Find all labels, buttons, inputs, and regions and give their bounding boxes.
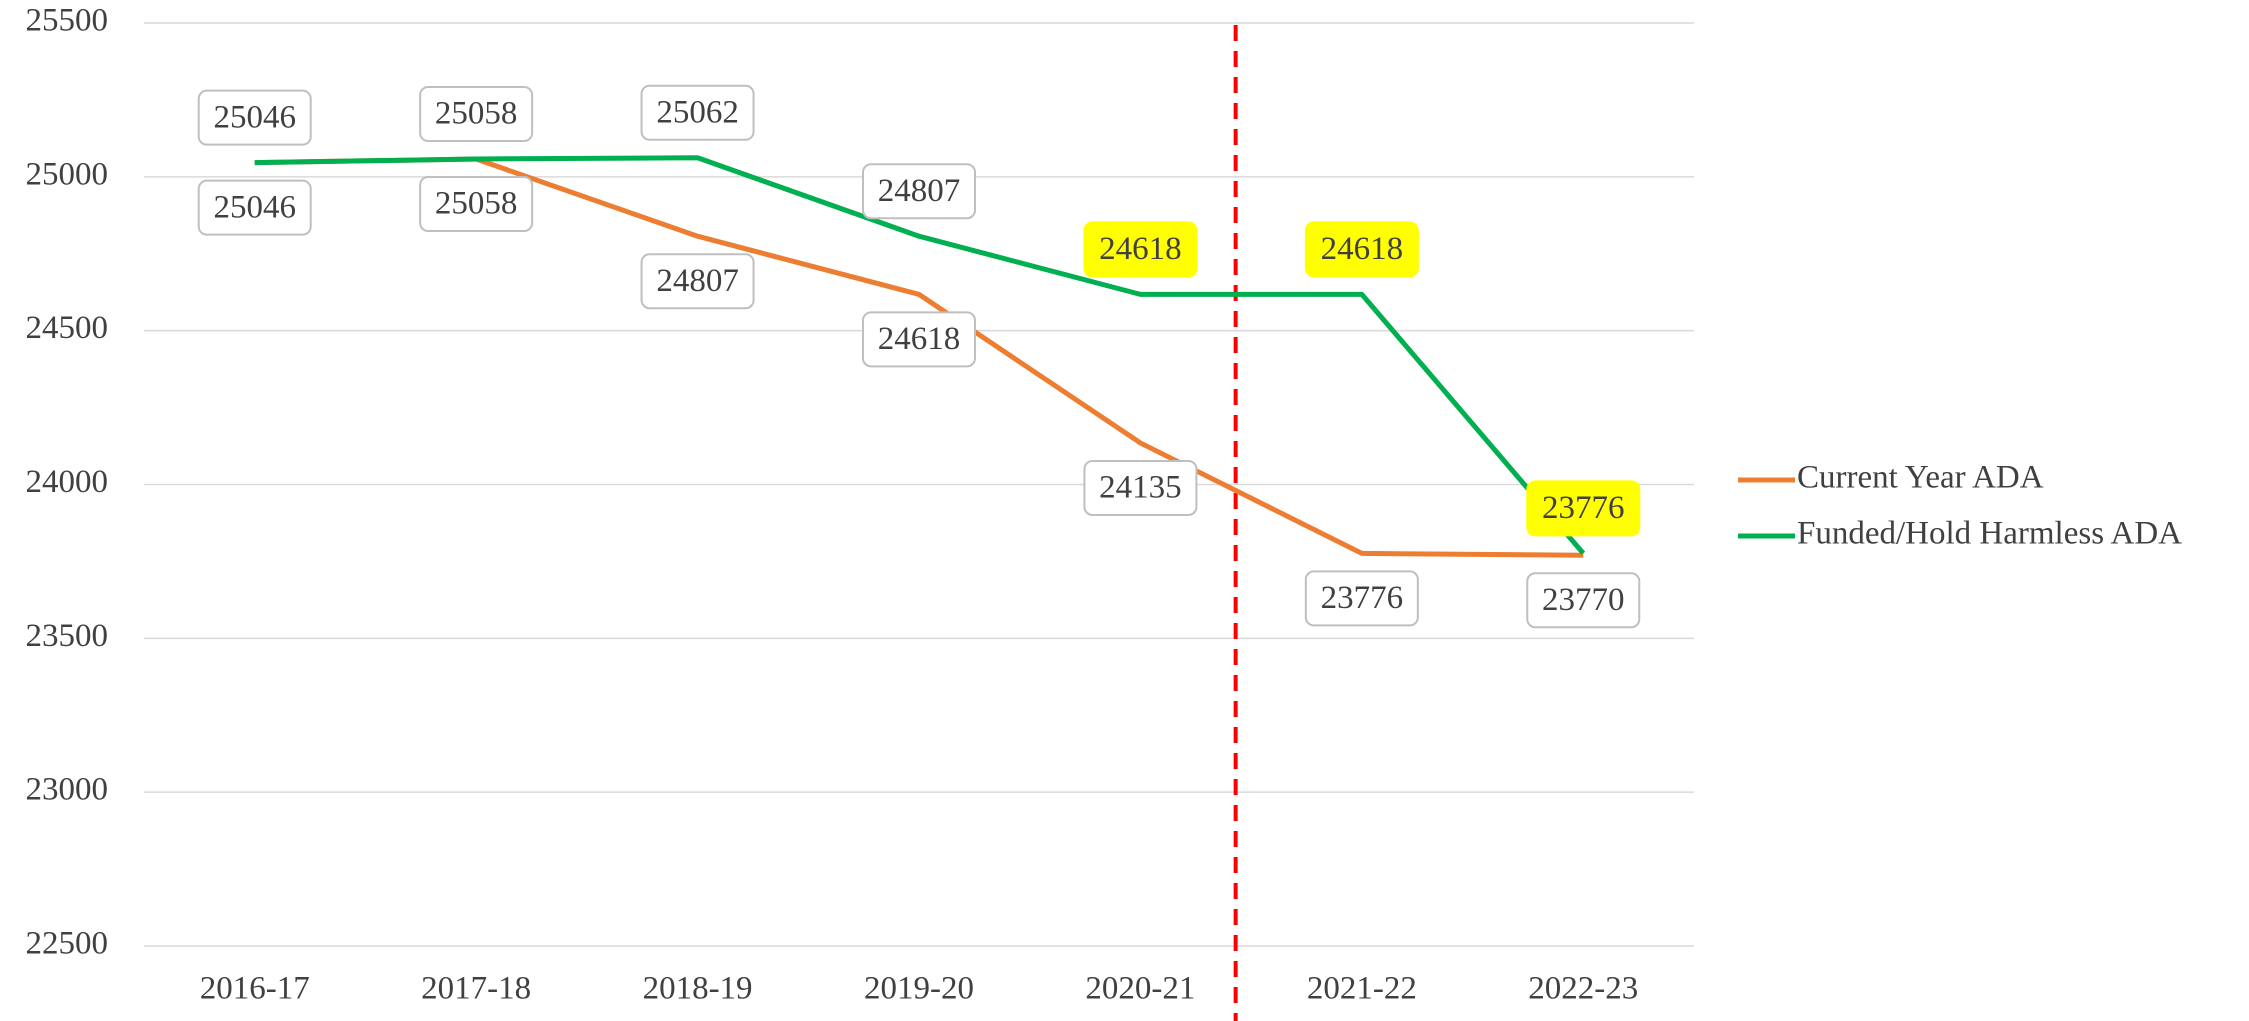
data-label-box [1083, 221, 1198, 278]
data-label-box [197, 89, 312, 146]
series-line [254, 155, 1586, 556]
data-label-box [1083, 459, 1198, 516]
data-label-box [197, 179, 312, 236]
y-tick-label: 22500 [26, 926, 109, 962]
data-label: 24807 [878, 173, 961, 209]
data-label-box [862, 163, 976, 220]
data-label: 24135 [1099, 470, 1182, 506]
x-tick-label: 2018-19 [643, 971, 753, 1007]
data-label-box [862, 311, 976, 368]
data-label: 23776 [1321, 580, 1404, 616]
legend-label: Current Year ADA [1797, 460, 2044, 496]
x-tick-label: 2022-23 [1528, 971, 1638, 1007]
data-label: 24618 [1321, 231, 1404, 267]
data-label: 25062 [656, 94, 739, 130]
y-tick-label: 23000 [26, 772, 109, 808]
data-label: 25046 [213, 189, 296, 225]
legend-label: Funded/Hold Harmless ADA [1797, 516, 2182, 552]
data-label-box [1526, 480, 1641, 537]
data-label-box [1304, 221, 1419, 278]
data-label-box [640, 84, 755, 141]
data-label-box [640, 253, 755, 310]
x-tick-label: 2017-18 [421, 971, 531, 1007]
data-label: 25058 [435, 186, 518, 222]
y-tick-label: 24500 [26, 310, 109, 346]
data-label-box [1526, 572, 1641, 629]
x-tick-label: 2019-20 [864, 971, 974, 1007]
data-label: 24618 [878, 321, 961, 357]
y-tick-label: 25500 [26, 3, 109, 39]
x-tick-label: 2016-17 [200, 971, 310, 1007]
data-label: 24618 [1099, 231, 1182, 267]
data-label: 23770 [1542, 582, 1625, 618]
y-tick-label: 25000 [26, 156, 109, 192]
data-label: 25058 [435, 96, 518, 132]
x-tick-label: 2020-21 [1085, 971, 1195, 1007]
data-label: 24807 [656, 263, 739, 299]
data-label-box [1304, 570, 1419, 627]
x-tick-label: 2021-22 [1307, 971, 1417, 1007]
data-label-box [419, 85, 534, 142]
y-tick-label: 23500 [26, 618, 109, 654]
data-label: 25046 [213, 99, 296, 135]
y-tick-label: 24000 [26, 464, 109, 500]
data-label-box [419, 175, 534, 232]
data-label: 23776 [1542, 490, 1625, 526]
